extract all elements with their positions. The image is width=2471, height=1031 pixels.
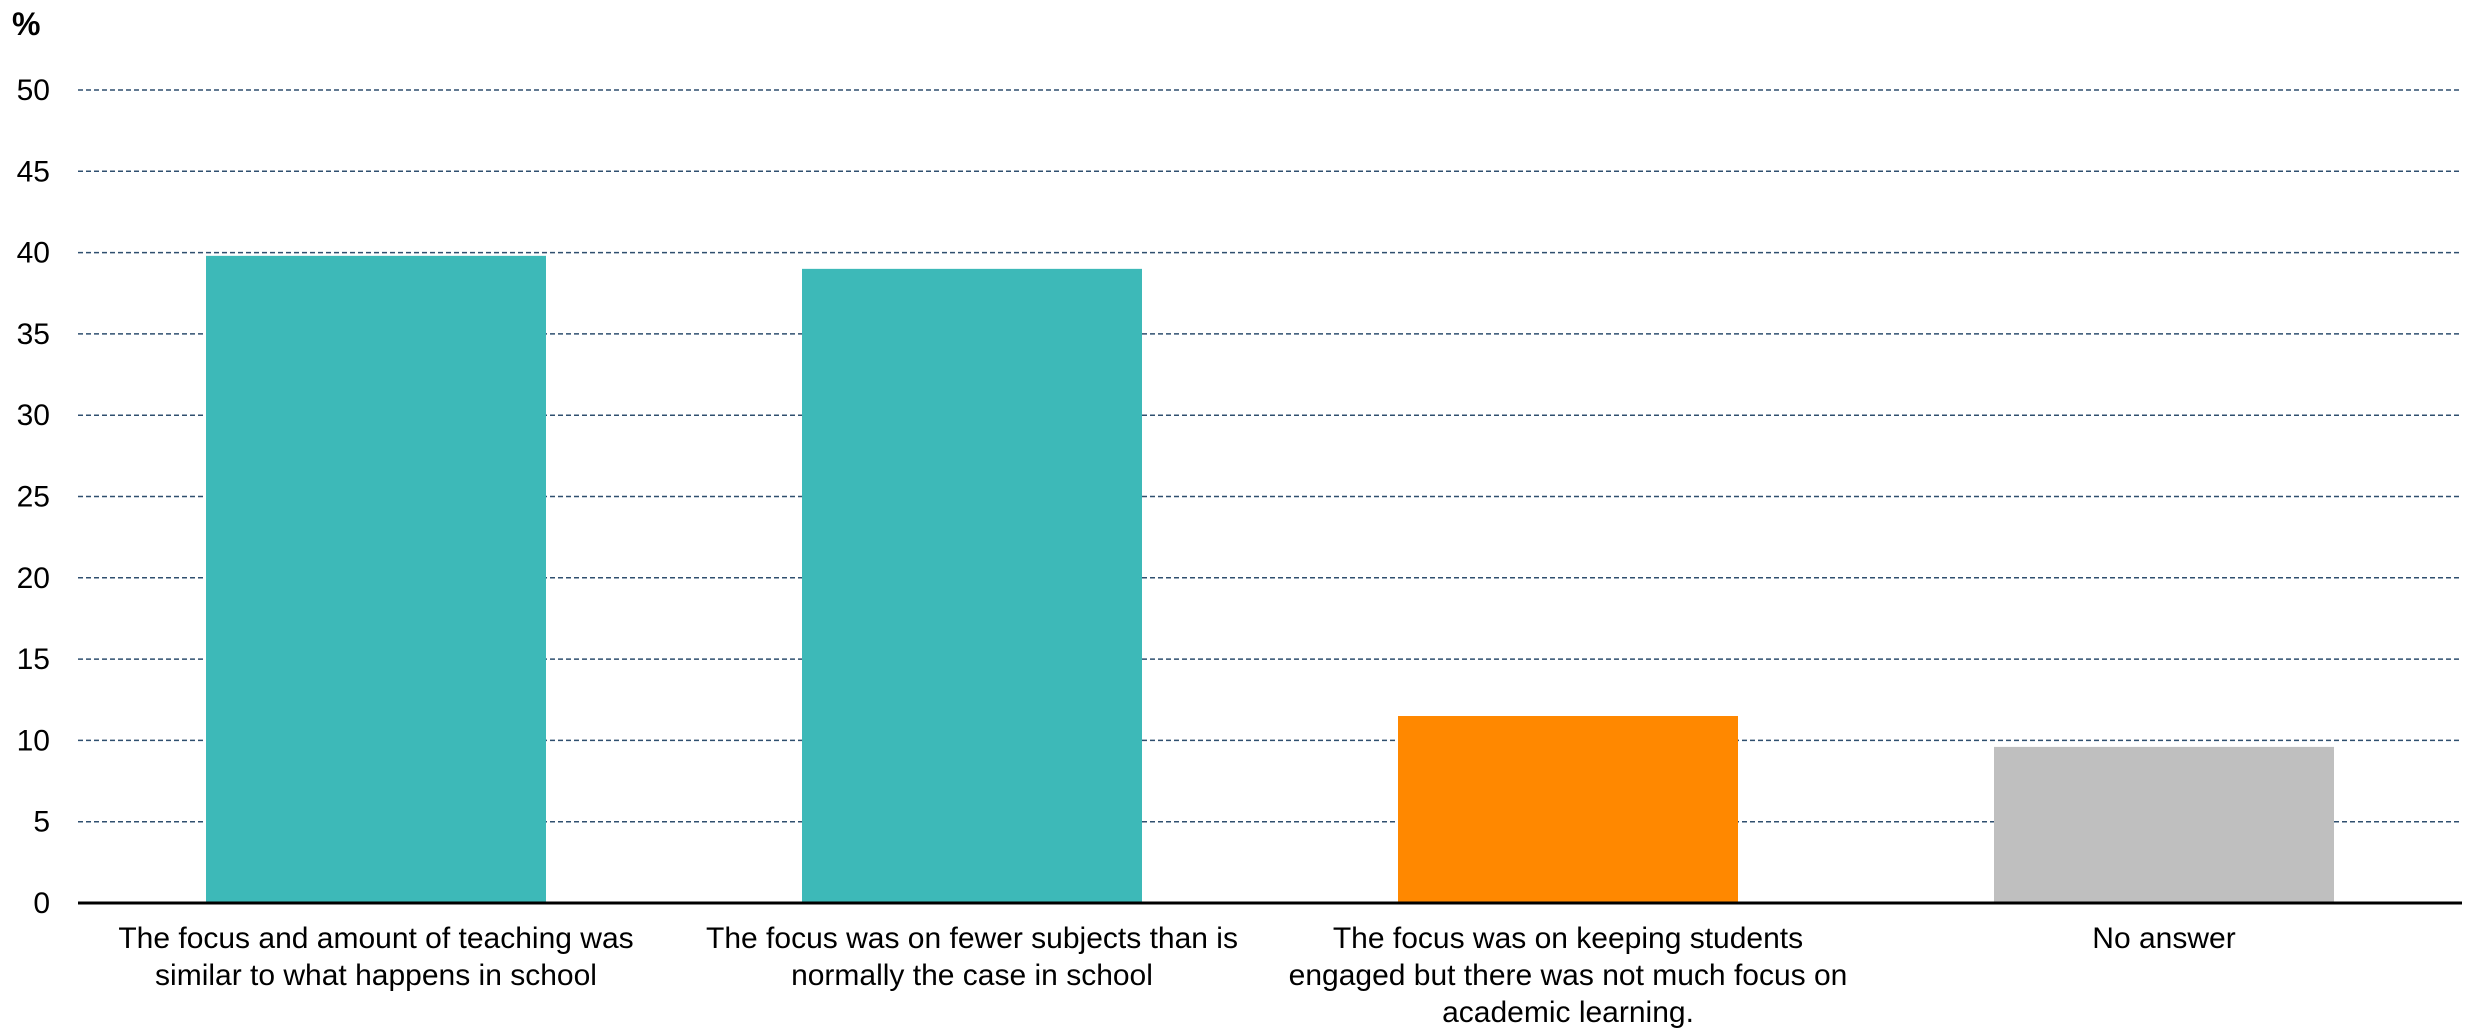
y-tick-label: 50 [17, 74, 50, 107]
y-tick-label: 10 [17, 724, 50, 757]
x-category-label: The focus was on fewer subjects than is … [706, 922, 1238, 992]
bar [1994, 746, 2334, 903]
bars [206, 255, 2334, 904]
y-tick-label: 20 [17, 562, 50, 595]
y-axis-unit-label: % [12, 6, 40, 42]
y-axis-ticks: 0 5 10 15 20 25 30 35 40 45 50 [17, 74, 50, 920]
x-category-label: The focus and amount of teaching was sim… [118, 922, 634, 992]
bar [802, 268, 1142, 903]
bar [1398, 716, 1738, 903]
y-tick-label: 40 [17, 237, 50, 270]
y-tick-label: 25 [17, 481, 50, 514]
y-tick-label: 35 [17, 318, 50, 351]
x-category-label: No answer [2092, 922, 2236, 955]
gridlines [78, 89, 2462, 823]
y-tick-label: 15 [17, 643, 50, 676]
y-tick-label: 30 [17, 399, 50, 432]
y-tick-label: 45 [17, 155, 50, 188]
bar [206, 255, 546, 904]
y-tick-label: 0 [33, 887, 50, 920]
x-category-label: The focus was on keeping students engage… [1288, 922, 1848, 1029]
y-tick-label: 5 [33, 806, 50, 839]
